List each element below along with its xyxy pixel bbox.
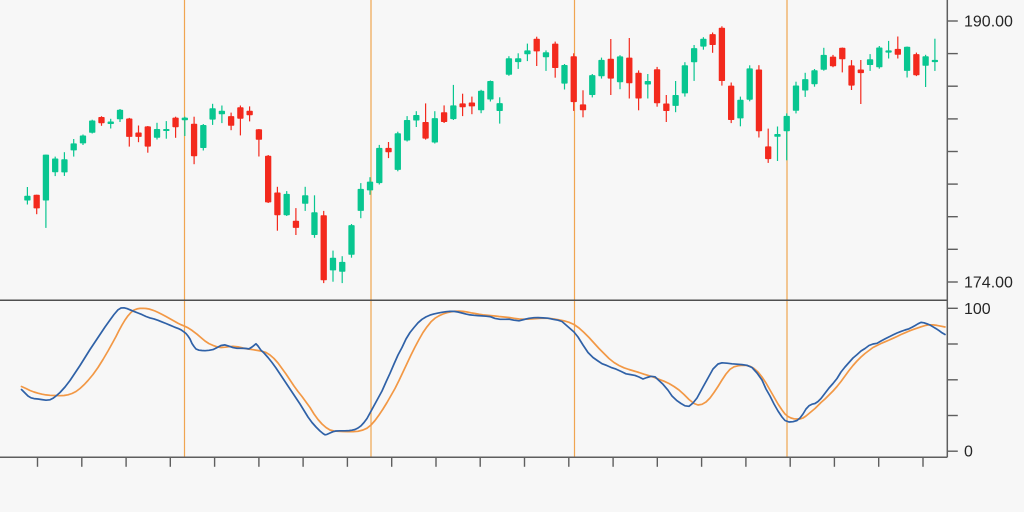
svg-text:190.00: 190.00 (964, 14, 1013, 31)
svg-text:0: 0 (964, 444, 973, 461)
svg-text:100: 100 (964, 301, 991, 318)
svg-text:174.00: 174.00 (964, 275, 1013, 292)
